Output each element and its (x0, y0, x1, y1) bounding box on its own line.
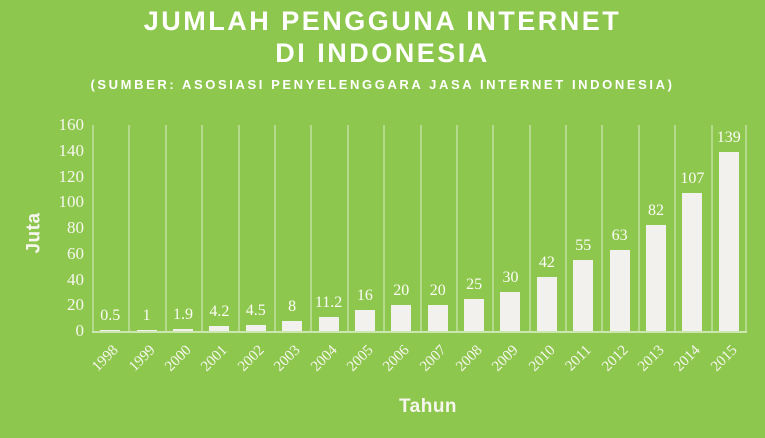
category-gridline (456, 125, 458, 331)
category-gridline (310, 125, 312, 331)
category-gridline (420, 125, 422, 331)
category-gridline (601, 125, 603, 331)
y-tick-label: 100 (58, 192, 85, 212)
bar (427, 305, 448, 331)
bar (282, 320, 303, 331)
bar-value-label: 42 (538, 253, 555, 271)
bar (354, 310, 375, 331)
bar-value-label: 20 (429, 282, 446, 300)
bar-value-label: 30 (502, 269, 519, 287)
chart-header: JUMLAH PENGGUNA INTERNET DI INDONESIA (S… (0, 5, 765, 92)
bar (136, 329, 157, 331)
bar (500, 292, 521, 331)
chart-source-subtitle: (SUMBER: ASOSIASI PENYELENGGARA JASA INT… (90, 77, 675, 92)
category-gridline (745, 125, 747, 331)
y-tick-label: 20 (67, 295, 84, 315)
bar (209, 325, 230, 331)
bar (391, 305, 412, 331)
category-gridline (201, 125, 203, 331)
bar-value-label: 11.2 (314, 293, 343, 311)
y-tick-label: 160 (58, 115, 85, 134)
plot-area: 0.5 1 1.9 4.2 4.5 8 11.2 16 20 20 25 30 42 55 63 82 107 1… (92, 125, 747, 333)
category-gridline (347, 125, 349, 331)
bar-value-label: 107 (680, 170, 705, 188)
category-gridline (529, 125, 531, 331)
bar-value-label: 0.5 (100, 307, 121, 325)
bar-value-label: 8 (288, 297, 297, 315)
bar-value-label: 1 (142, 306, 151, 324)
y-axis-ticks: 0 20 40 60 80 100 120 140 160 (26, 115, 85, 340)
y-tick-label: 140 (58, 140, 85, 160)
category-gridline (165, 125, 167, 331)
bar (100, 330, 121, 331)
category-gridline (565, 125, 567, 331)
bar-value-label: 4.5 (245, 302, 266, 320)
category-gridline (238, 125, 240, 331)
category-gridline (383, 125, 385, 331)
bar-value-label: 16 (356, 287, 373, 305)
y-tick-label: 0 (75, 321, 85, 340)
y-tick-label: 40 (67, 269, 84, 289)
bar (573, 260, 594, 331)
chart-title-line2: DI INDONESIA (275, 38, 490, 68)
x-axis-title: Tahun (398, 396, 458, 417)
category-gridline (274, 125, 276, 331)
bar-value-label: 20 (393, 282, 410, 300)
category-gridline (92, 125, 94, 331)
bar (536, 276, 557, 331)
bar (245, 325, 266, 331)
bar (682, 193, 703, 331)
bar (318, 316, 339, 331)
bar (718, 152, 739, 331)
chart-title-line1: JUMLAH PENGGUNA INTERNET (143, 6, 622, 36)
bar (172, 328, 193, 331)
y-tick-label: 60 (67, 243, 84, 263)
bar (646, 225, 667, 331)
bar-value-label: 55 (575, 237, 592, 255)
category-gridline (128, 125, 130, 331)
y-tick-label: 120 (58, 166, 85, 186)
bar-value-label: 4.2 (209, 302, 230, 320)
y-tick-label: 80 (67, 218, 84, 237)
bar-value-label: 25 (466, 275, 483, 293)
category-gridline (674, 125, 676, 331)
x-axis-ticks: 1998 1999 2000 2001 2002 2003 2004 2005 2006 2007… (89, 336, 747, 400)
bar-value-label: 1.9 (172, 305, 193, 323)
bar (464, 298, 485, 331)
category-gridline (711, 125, 713, 331)
category-gridline (492, 125, 494, 331)
bar (609, 249, 630, 331)
bar-value-label: 139 (716, 129, 741, 147)
category-gridline (638, 125, 640, 331)
bar-value-label: 63 (611, 226, 628, 244)
bar-value-label: 82 (648, 202, 665, 220)
